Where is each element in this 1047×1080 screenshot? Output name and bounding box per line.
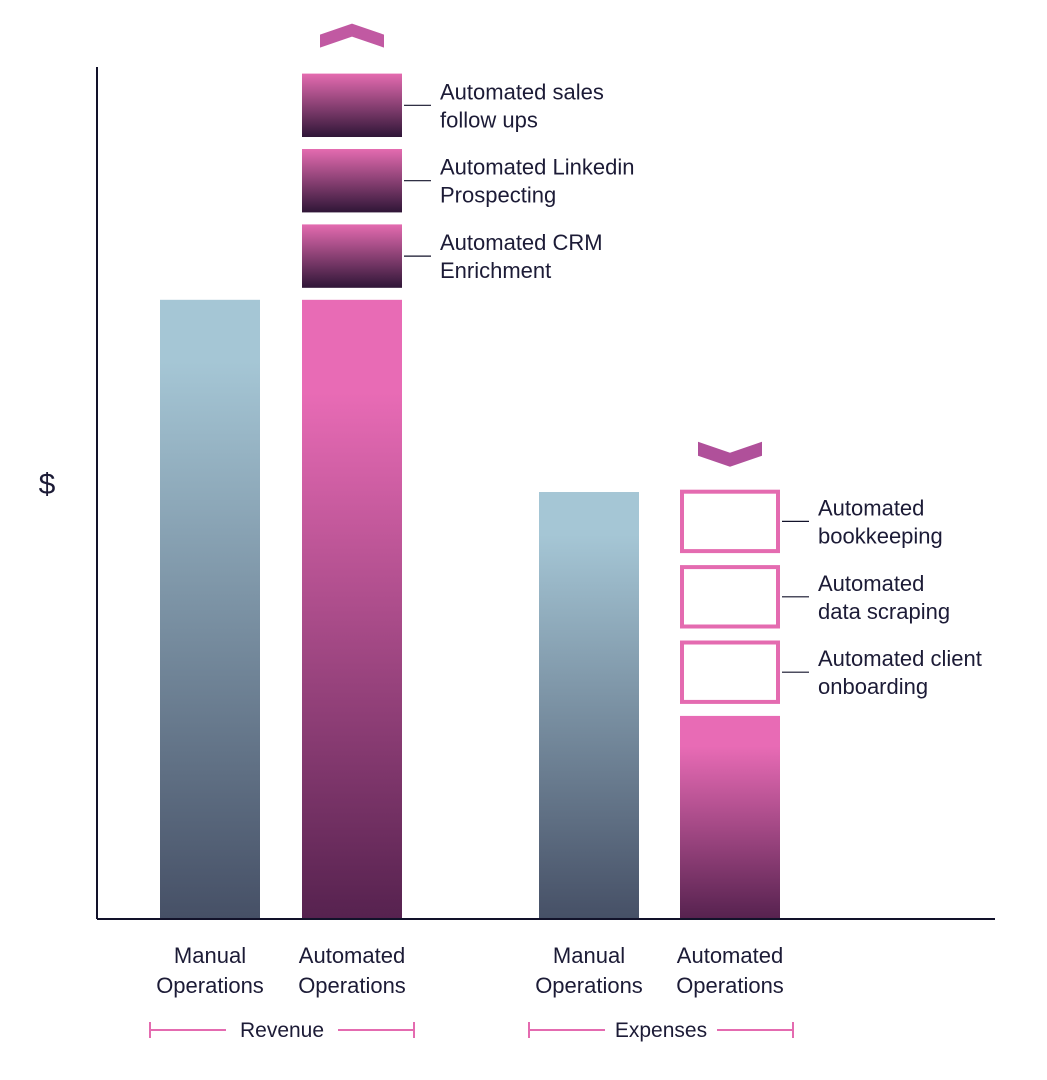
revenue-automated-label-line1: Automated (299, 943, 405, 968)
expenses-chevron-down-icon (698, 441, 762, 467)
automated-client-onboarding-segment (680, 640, 780, 704)
bar-marks (149, 23, 809, 1038)
automated-data-scraping-label-line2: data scraping (818, 599, 950, 624)
automated-crm-enrichment-segment (302, 224, 402, 288)
revenue-manual-label-line2: Operations (156, 973, 264, 998)
automated-bookkeeping-label-line1: Automated (818, 495, 924, 520)
automated-crm-enrichment-label-line1: Automated CRM (440, 230, 603, 255)
revenue-automated-label-line2: Operations (298, 973, 406, 998)
automated-data-scraping-segment (680, 565, 780, 629)
revenue-manual-label-line1: Manual (174, 943, 246, 968)
expenses-manual-bar (539, 492, 639, 919)
expenses-automated-label-line2: Operations (676, 973, 784, 998)
expenses-manual-label-line1: Manual (553, 943, 625, 968)
y-axis-label: $ (39, 468, 56, 501)
revenue-automated-bar (302, 299, 402, 919)
expenses-automated-label-line1: Automated (677, 943, 783, 968)
automated-client-onboarding-label-line1: Automated client (818, 646, 982, 671)
expenses-manual-label-line2: Operations (535, 973, 643, 998)
labels: Manual Operations Automated Operations Autom… (156, 79, 982, 1042)
revenue-manual-bar (160, 299, 260, 919)
automated-data-scraping-label-line1: Automated (818, 571, 924, 596)
revenue-chevron-up-icon (320, 23, 384, 48)
automated-sales-follow-ups-label-line2: follow ups (440, 107, 538, 132)
automated-linkedin-prospecting-label-line1: Automated Linkedin (440, 155, 634, 180)
expenses-group-label: Expenses (615, 1019, 707, 1042)
automated-bookkeeping-label-line2: bookkeeping (818, 523, 943, 548)
expenses-automated-bar (680, 715, 780, 919)
automated-crm-enrichment-label-line2: Enrichment (440, 258, 551, 283)
automated-linkedin-prospecting-label-line2: Prospecting (440, 183, 556, 208)
automated-sales-follow-ups-segment (302, 73, 402, 138)
automated-bookkeeping-segment (680, 489, 780, 554)
automated-client-onboarding-label-line2: onboarding (818, 674, 928, 699)
automated-linkedin-prospecting-segment (302, 149, 402, 213)
automated-sales-follow-ups-label-line1: Automated sales (440, 79, 604, 104)
revenue-group-label: Revenue (240, 1019, 324, 1042)
